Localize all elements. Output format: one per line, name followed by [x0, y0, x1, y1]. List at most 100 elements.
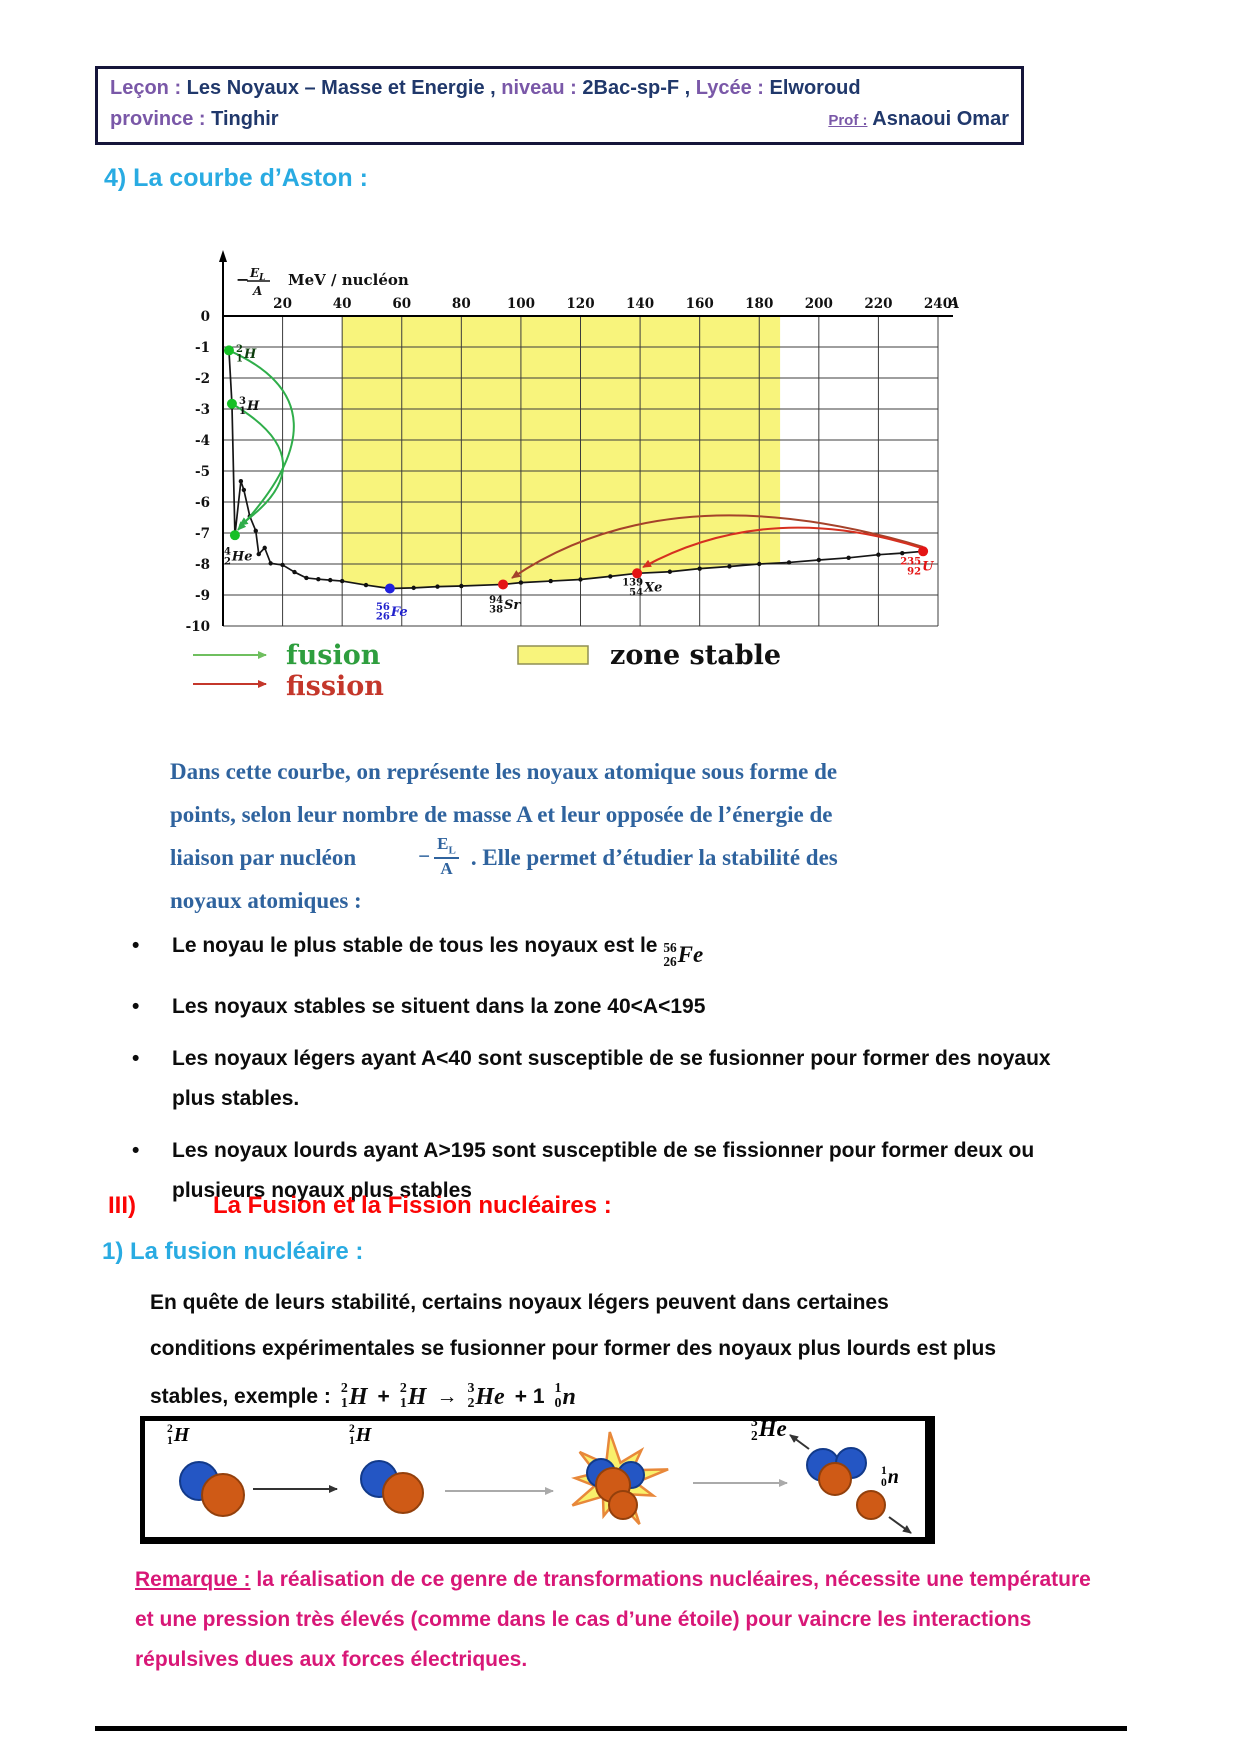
aston-section-title: 4) La courbe d’Aston :: [104, 164, 368, 192]
svg-text:H: H: [246, 399, 260, 414]
bullet-marker: •: [132, 1047, 140, 1070]
svg-text:A: A: [252, 284, 262, 298]
svg-text:H: H: [243, 347, 257, 362]
fraction-denominator: A: [440, 859, 453, 879]
lesson-header-box: Leçon : Les Noyaux – Masse et Energie , …: [95, 66, 1024, 145]
svg-text:-7: -7: [195, 526, 210, 542]
remark-text: la réalisation de ce genre de transforma…: [135, 1568, 1091, 1671]
neutron-ball: [856, 1490, 886, 1520]
svg-text:94: 94: [489, 595, 503, 606]
niveau-label: niveau :: [501, 77, 577, 99]
svg-text:220: 220: [864, 296, 892, 312]
svg-text:80: 80: [452, 296, 471, 312]
list-item: • Le noyau le plus stable de tous les noy…: [132, 926, 1072, 975]
svg-text:100: 100: [507, 296, 535, 312]
svg-text:Fe: Fe: [390, 605, 408, 620]
svg-text:-2: -2: [195, 371, 210, 387]
nuclide-point: [229, 530, 240, 541]
desc-line-2: points, selon leur nombre de masse A et …: [170, 802, 833, 827]
svg-text:-8: -8: [195, 557, 210, 573]
svg-text:235: 235: [900, 557, 921, 568]
neutron-ball: [608, 1490, 638, 1520]
desc-line-4: noyaux atomiques :: [170, 888, 362, 913]
list-item: • Les noyaux stables se situent dans la z…: [132, 987, 1072, 1027]
desc-line-3-post: . Elle permet d’étudier la stabilité des: [470, 845, 838, 870]
province-label: province :: [110, 108, 206, 130]
nuclide-point: [918, 546, 929, 557]
svg-text:-10: -10: [186, 619, 210, 635]
remark-label: Remarque :: [135, 1568, 251, 1591]
aston-description: Dans cette courbe, on représente les noy…: [170, 750, 1030, 922]
svg-text:38: 38: [489, 605, 503, 616]
svg-text:U: U: [922, 560, 934, 575]
svg-text:fission: fission: [286, 671, 384, 702]
svg-text:A: A: [946, 294, 960, 312]
fusion-arrow: [228, 349, 295, 531]
fission-arrow: [642, 526, 924, 568]
svg-text:-3: -3: [195, 402, 210, 418]
fraction-sub: L: [448, 844, 456, 857]
stable-zone: [342, 316, 781, 589]
bullet-marker: •: [132, 995, 140, 1018]
svg-text:−: −: [236, 270, 249, 289]
svg-text:0: 0: [201, 309, 210, 325]
fusion-heading: 1) La fusion nucléaire :: [102, 1238, 364, 1265]
svg-text:200: 200: [805, 296, 833, 312]
fusion-arrow: [231, 402, 285, 527]
bullet-3-text: Les noyaux légers ayant A<40 sont suscep…: [172, 1047, 1051, 1110]
niveau-value: 2Bac-sp-F ,: [576, 77, 696, 99]
svg-text:Sr: Sr: [504, 598, 521, 613]
svg-text:-5: -5: [195, 464, 210, 480]
svg-text:-6: -6: [195, 495, 210, 511]
equation-lead: stables, exemple :: [150, 1385, 331, 1408]
aston-bullet-list: • Le noyau le plus stable de tous les noy…: [132, 926, 1072, 1223]
header-line-2: province : Tinghir Prof : Asnaoui Omar: [110, 104, 1009, 136]
fusion-paragraph-line-1: En quête de leurs stabilité, certains no…: [150, 1291, 889, 1314]
section-3-heading: III) La Fusion et la Fission nucléaires :: [108, 1192, 612, 1220]
section-3-number: III): [108, 1192, 136, 1219]
fusion-paragraph-line-2: conditions expérimentales se fusionner p…: [150, 1337, 997, 1360]
neutron-ball: [201, 1473, 245, 1517]
bullet-2-text: Les noyaux stables se situent dans la zo…: [172, 995, 706, 1018]
header-line-1: Leçon : Les Noyaux – Masse et Energie , …: [110, 73, 1009, 104]
svg-text:160: 160: [686, 296, 714, 312]
fraction-numerator: EL: [434, 834, 459, 860]
svg-text:20: 20: [273, 296, 292, 312]
aston-curve-svg: 20 40 60 80 100 120 140 160 180 200 220 240A0-1-2-3…: [186, 250, 960, 702]
page-bottom-rule: [95, 1726, 1127, 1731]
svg-text:120: 120: [566, 296, 594, 312]
lycee-value: Elworoud: [763, 77, 861, 99]
svg-text:60: 60: [392, 296, 411, 312]
province-value: Tinghir: [205, 108, 279, 130]
nuclide-point: [223, 345, 234, 356]
diagram-helium-3-label: 3 2 He: [751, 1414, 787, 1443]
svg-text:1: 1: [236, 354, 243, 365]
svg-text:56: 56: [376, 602, 390, 613]
svg-text:-1: -1: [195, 340, 210, 356]
bullet-1-pre: Le noyau le plus stable de tous les noya…: [172, 934, 664, 957]
svg-text:-9: -9: [195, 588, 210, 604]
lecon-value: Les Noyaux – Masse et Energie ,: [181, 77, 502, 99]
list-item: • Les noyaux lourds ayant A>195 sont susc…: [132, 1131, 1072, 1211]
iron-56-nuclide: 56 26 Fe: [663, 940, 704, 969]
prof-label: Prof :: [828, 112, 868, 129]
list-item: • Les noyaux légers ayant A<40 sont susce…: [132, 1039, 1072, 1119]
fraction-minus: −: [418, 844, 431, 869]
nuclide-point: [498, 579, 509, 590]
svg-text:139: 139: [622, 578, 643, 589]
svg-text:2: 2: [224, 556, 231, 567]
svg-text:MeV / nucléon: MeV / nucléon: [288, 271, 409, 289]
grid: [223, 316, 939, 627]
binding-energy-fraction: − EL A: [418, 834, 459, 879]
svg-text:He: He: [231, 550, 253, 565]
svg-text:240: 240: [924, 296, 952, 312]
nuclide-point: [226, 398, 237, 409]
